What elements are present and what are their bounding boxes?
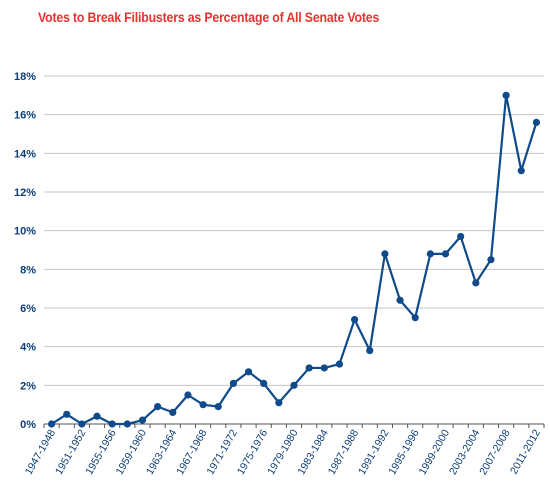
y-tick-label: 8% [20, 264, 36, 276]
data-point [260, 379, 268, 387]
data-point [63, 410, 71, 418]
data-point [472, 279, 480, 287]
data-point [502, 91, 510, 99]
data-point [229, 379, 237, 387]
data-point [320, 364, 328, 372]
data-point [244, 368, 253, 376]
data-point [366, 346, 374, 355]
data-point [487, 256, 495, 264]
y-tick-label: 10% [14, 226, 36, 238]
data-point [199, 401, 207, 409]
chart-title: Votes to Break Filibusters as Percentage… [38, 9, 380, 25]
data-point [184, 391, 192, 399]
data-point [93, 412, 101, 420]
y-tick-label: 12% [14, 187, 36, 199]
x-axis-ticks: 1947-19481951-19521955-19561959-19601963… [23, 427, 543, 477]
y-tick-label: 2% [20, 380, 36, 392]
data-point [214, 403, 222, 411]
y-tick-label: 14% [14, 148, 36, 160]
y-tick-label: 16% [14, 110, 36, 122]
data-point [441, 250, 450, 258]
data-point [154, 403, 162, 411]
series [47, 91, 541, 428]
data-point [138, 416, 147, 424]
data-point [532, 118, 541, 126]
data-point [108, 420, 116, 428]
data-point [275, 399, 283, 407]
data-point [411, 314, 419, 322]
y-tick-label: 0% [20, 419, 36, 431]
data-point [305, 364, 313, 372]
y-tick-label: 6% [20, 303, 36, 315]
data-point [47, 420, 56, 428]
data-point [351, 316, 359, 324]
data-point [123, 420, 131, 428]
data-point [457, 232, 465, 241]
x-tick-label: 2011-2012 [508, 427, 543, 476]
data-point [290, 381, 298, 389]
y-tick-label: 18% [14, 71, 36, 83]
gridlines [44, 75, 544, 386]
data-point [169, 408, 177, 416]
data-point [381, 250, 389, 258]
data-point [78, 420, 86, 428]
data-point [396, 296, 404, 304]
series-line [50, 94, 538, 426]
y-axis-ticks: 0% 2% 4% 6% 8% 10% 12% 14% 16% 18% [14, 71, 36, 431]
data-point [426, 250, 434, 258]
data-point [517, 167, 525, 175]
data-point [335, 360, 344, 368]
y-tick-label: 4% [20, 342, 36, 354]
